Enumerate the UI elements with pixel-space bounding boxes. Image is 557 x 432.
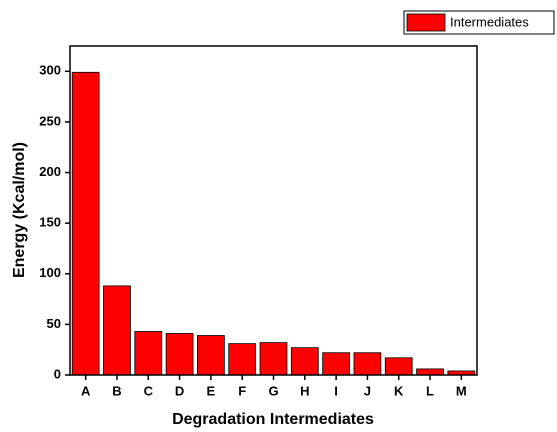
bar: [416, 368, 444, 376]
legend-swatch: [406, 13, 446, 32]
x-tick-label: M: [456, 383, 467, 398]
y-tick-label: 250: [39, 113, 61, 128]
x-tick-label: C: [144, 383, 154, 398]
x-tick-label: A: [81, 383, 91, 398]
legend-label: Intermediates: [450, 14, 529, 29]
bar: [384, 357, 413, 376]
y-axis-title: Energy (Kcal/mol): [11, 142, 28, 278]
y-tick-label: 0: [54, 366, 61, 381]
x-tick-label: I: [334, 383, 338, 398]
x-tick-label: L: [426, 383, 434, 398]
bar: [103, 285, 131, 376]
x-tick-label: F: [238, 383, 246, 398]
bar: [134, 331, 163, 376]
bar: [259, 342, 288, 376]
bar: [322, 352, 350, 376]
y-tick-label: 50: [47, 316, 61, 331]
x-axis-title: Degradation Intermediates: [172, 411, 374, 428]
bar: [228, 343, 257, 376]
y-tick-label: 150: [39, 215, 61, 230]
x-tick-label: D: [175, 383, 184, 398]
x-tick-label: K: [394, 383, 404, 398]
bar: [353, 352, 382, 376]
y-tick-label: 200: [39, 164, 61, 179]
y-tick-label: 100: [39, 265, 61, 280]
bar: [71, 71, 100, 376]
bar: [165, 333, 194, 376]
x-tick-label: H: [300, 383, 309, 398]
plot-frame: [69, 45, 478, 376]
bar: [197, 335, 225, 376]
x-tick-label: E: [207, 383, 216, 398]
x-tick-label: G: [268, 383, 278, 398]
bar: [290, 347, 319, 376]
x-tick-label: B: [112, 383, 121, 398]
x-tick-label: J: [364, 383, 371, 398]
y-tick-label: 300: [39, 63, 61, 78]
